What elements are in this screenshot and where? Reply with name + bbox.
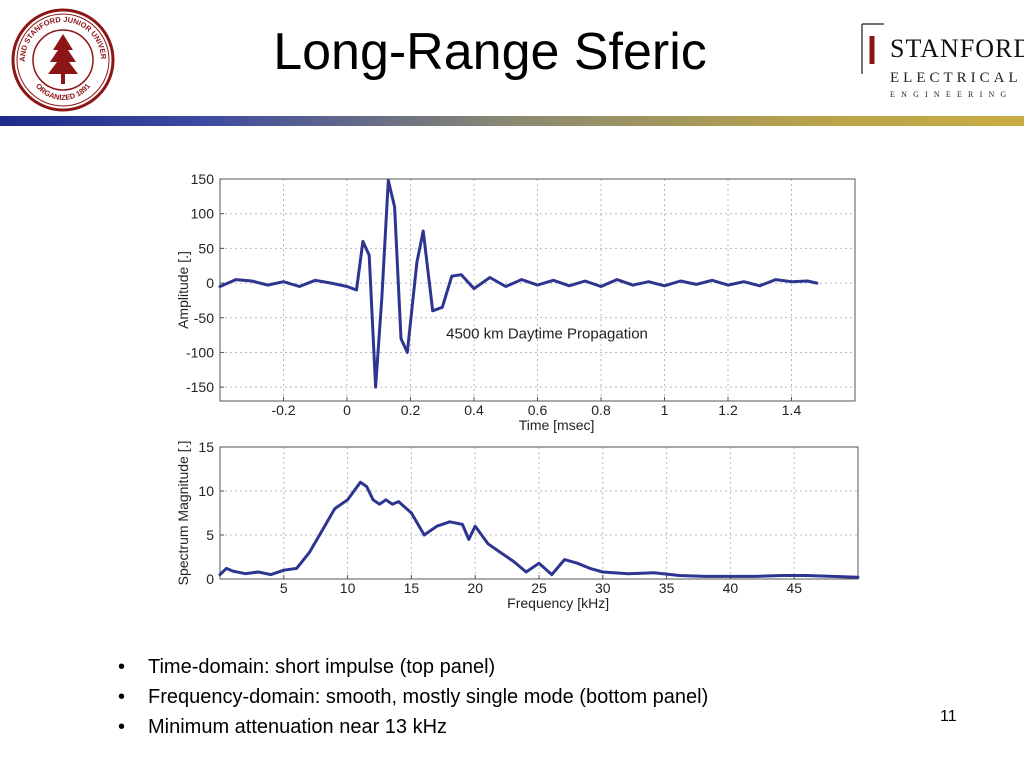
time-x-tick-label: 1 <box>661 402 669 418</box>
spectrum-x-tick-label: 35 <box>659 580 675 596</box>
spectrum-y-tick-label: 5 <box>206 527 214 543</box>
tree-icon <box>48 34 78 84</box>
time-y-axis-label: Amplitude [.] <box>175 251 191 329</box>
logo-name: STANFORD <box>890 34 1024 63</box>
bullet-list: Time-domain: short impulse (top panel) F… <box>118 652 708 742</box>
time-series-line <box>218 178 819 389</box>
time-x-tick-label: 0 <box>343 402 351 418</box>
spectrum-x-tick-label: 20 <box>467 580 483 596</box>
time-y-tick-label: 150 <box>191 171 215 187</box>
page-number: 11 <box>940 708 957 725</box>
time-x-tick-label: 1.4 <box>782 402 802 418</box>
time-y-tick-label: -150 <box>186 379 214 395</box>
time-y-tick-label: -100 <box>186 344 214 360</box>
spectrum-x-tick-label: 30 <box>595 580 611 596</box>
stanford-ee-logo: STANFORD ELECTRICAL ENGINEERING <box>860 22 1024 102</box>
bullet-item: Frequency-domain: smooth, mostly single … <box>118 682 708 712</box>
time-annotation: 4500 km Daytime Propagation <box>446 326 648 343</box>
sferic-charts: -0.2 0 0.2 0.4 0.6 0.8 1 1.2 1.4150100500-50-100… <box>175 171 860 611</box>
slide-title: Long-Range Sferic <box>273 23 707 81</box>
time-x-tick-label: -0.2 <box>271 402 295 418</box>
spectrum-y-tick-label: 10 <box>198 483 214 499</box>
logo-bracket-icon <box>861 23 884 74</box>
logo-dept: ELECTRICAL <box>890 70 1022 86</box>
spectrum-series-line <box>218 480 860 579</box>
spectrum-x-tick-label: 25 <box>531 580 547 596</box>
spectrum-y-tick-label: 15 <box>198 439 214 455</box>
spectrum-x-axis-label: Frequency [kHz] <box>507 595 609 611</box>
time-x-tick-label: 0.4 <box>464 402 484 418</box>
stanford-seal-logo: LELAND STANFORD JUNIOR UNIVERSITY ORGANI… <box>11 8 115 112</box>
logo-sub: ENGINEERING <box>890 90 1013 99</box>
time-y-tick-label: 50 <box>198 240 214 256</box>
time-x-tick-label: 1.2 <box>718 402 738 418</box>
spectrum-x-tick-label: 15 <box>404 580 420 596</box>
spectrum-x-tick-label: 40 <box>723 580 739 596</box>
spectrum-y-axis-label: Spectrum Magnitude [.] <box>175 441 191 586</box>
time-y-tick-label: 100 <box>191 206 215 222</box>
time-y-tick-label: 0 <box>206 275 214 291</box>
bullet-item: Time-domain: short impulse (top panel) <box>118 652 708 682</box>
spectrum-y-tick-label: 0 <box>206 571 214 587</box>
time-x-axis-label: Time [msec] <box>519 417 595 433</box>
spectrum-x-tick-label: 5 <box>280 580 288 596</box>
title-rule <box>0 116 1024 126</box>
spectrum-x-tick-label: 10 <box>340 580 356 596</box>
time-x-tick-label: 0.2 <box>401 402 421 418</box>
bullet-item: Minimum attenuation near 13 kHz <box>118 712 708 742</box>
time-x-tick-label: 0.8 <box>591 402 611 418</box>
time-x-tick-label: 0.6 <box>528 402 548 418</box>
spectrum-x-tick-label: 45 <box>786 580 802 596</box>
time-y-tick-label: -50 <box>194 310 214 326</box>
